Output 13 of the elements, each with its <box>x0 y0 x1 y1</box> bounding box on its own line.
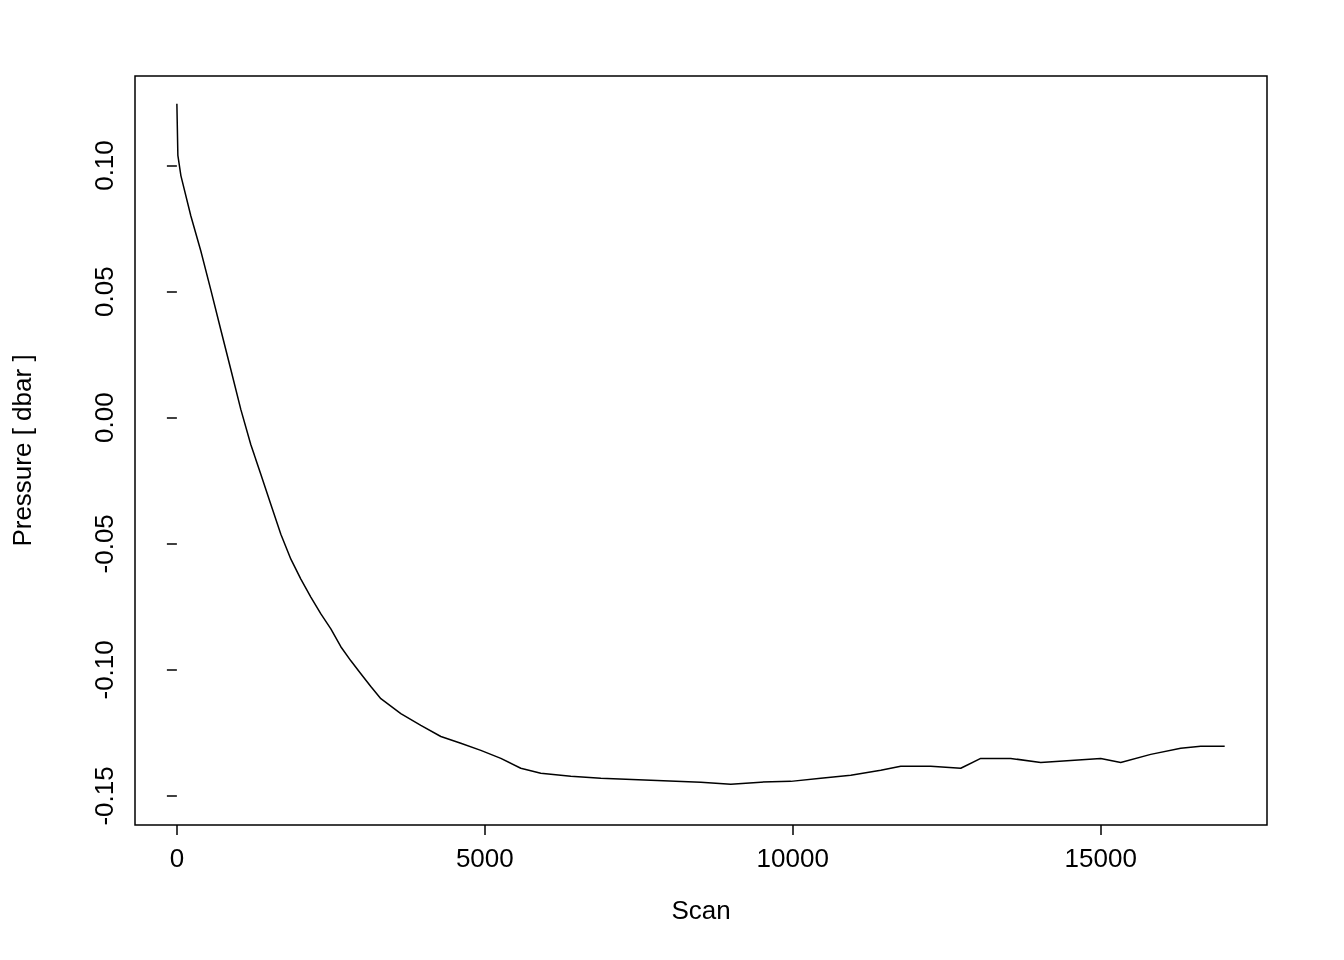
x-axis-title: Scan <box>671 895 731 925</box>
x-tick-label: 0 <box>169 843 185 873</box>
y-tick-label: -0.15 <box>89 766 119 826</box>
y-tick-label: 0.00 <box>89 392 119 444</box>
x-tick-label: 15000 <box>1064 843 1137 873</box>
x-tick-label: 5000 <box>455 843 514 873</box>
y-tick-label: 0.05 <box>89 266 119 317</box>
y-tick-label: -0.05 <box>89 514 119 574</box>
line-series <box>176 102 1226 785</box>
y-axis-title: Pressure [ dbar ] <box>7 354 37 547</box>
y-tick-label: 0.10 <box>89 140 119 191</box>
y-tick-label: -0.10 <box>89 640 119 700</box>
x-tick-label: 10000 <box>756 843 829 873</box>
